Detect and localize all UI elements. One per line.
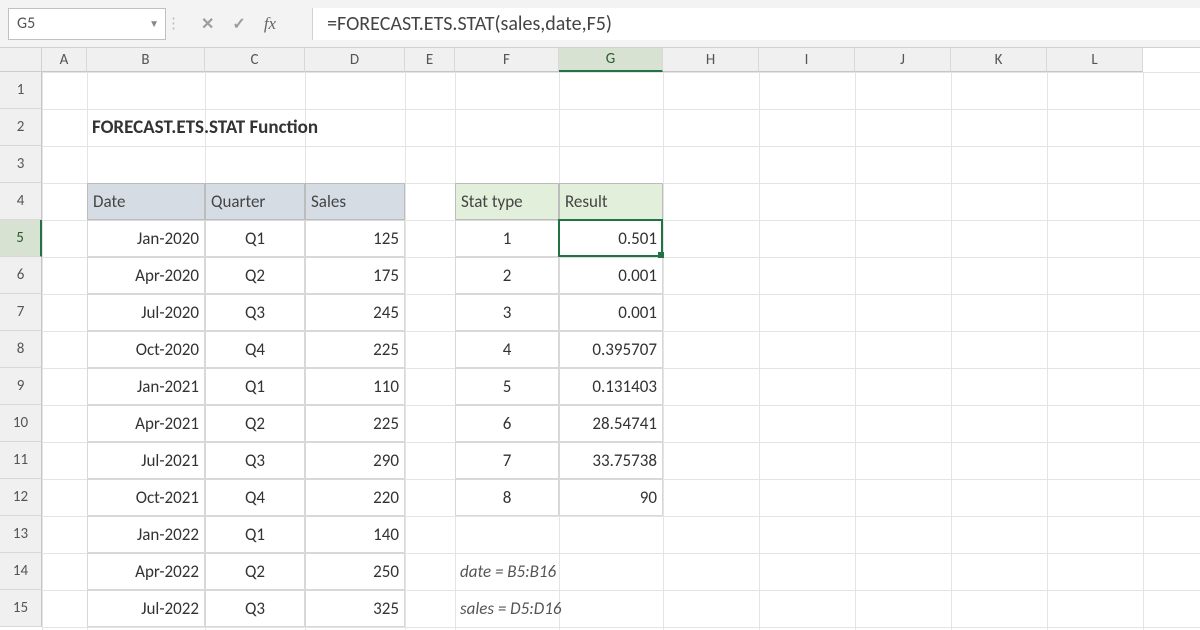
- cell[interactable]: Q2: [205, 257, 305, 294]
- column-header[interactable]: J: [855, 48, 951, 72]
- cell[interactable]: Apr-2021: [87, 405, 205, 442]
- cell[interactable]: Jul-2022: [87, 590, 205, 627]
- cell[interactable]: Sales: [305, 183, 405, 220]
- cell[interactable]: Q2: [205, 405, 305, 442]
- cell[interactable]: Apr-2022: [87, 553, 205, 590]
- row-header[interactable]: 4: [0, 183, 42, 220]
- row-header[interactable]: 7: [0, 294, 42, 331]
- row-header[interactable]: 15: [0, 590, 42, 627]
- cell[interactable]: 5: [455, 368, 559, 405]
- cell[interactable]: 0.131403: [559, 368, 663, 405]
- column-header[interactable]: B: [87, 48, 205, 72]
- cell[interactable]: Q2: [205, 553, 305, 590]
- cell[interactable]: 325: [305, 590, 405, 627]
- row-header[interactable]: 8: [0, 331, 42, 368]
- cell[interactable]: Q3: [205, 590, 305, 627]
- cell[interactable]: 3: [455, 294, 559, 331]
- row-header[interactable]: 6: [0, 257, 42, 294]
- cell[interactable]: 2: [455, 257, 559, 294]
- row-header[interactable]: 12: [0, 479, 42, 516]
- name-box-value: G5: [17, 14, 35, 33]
- cell[interactable]: Q1: [205, 368, 305, 405]
- cell[interactable]: 7: [455, 442, 559, 479]
- row-header[interactable]: 3: [0, 146, 42, 183]
- cell[interactable]: 1: [455, 220, 559, 257]
- cell[interactable]: 225: [305, 405, 405, 442]
- row-header[interactable]: 13: [0, 516, 42, 553]
- cell[interactable]: 0.501: [559, 220, 663, 257]
- cell[interactable]: Jan-2021: [87, 368, 205, 405]
- cell[interactable]: 175: [305, 257, 405, 294]
- formula-input[interactable]: [312, 8, 1200, 40]
- cell[interactable]: 0.001: [559, 257, 663, 294]
- cell[interactable]: 110: [305, 368, 405, 405]
- row-header[interactable]: 11: [0, 442, 42, 479]
- column-header[interactable]: K: [951, 48, 1047, 72]
- column-header[interactable]: G: [559, 48, 663, 72]
- cell[interactable]: Stat type: [455, 183, 559, 220]
- cell[interactable]: Q1: [205, 220, 305, 257]
- name-box-dropdown-icon[interactable]: ▼: [149, 17, 159, 30]
- cell[interactable]: Q3: [205, 294, 305, 331]
- cell[interactable]: 0.001: [559, 294, 663, 331]
- column-header[interactable]: F: [455, 48, 559, 72]
- cell[interactable]: Jul-2021: [87, 442, 205, 479]
- worksheet[interactable]: ABCDEFGHIJKL 123456789101112131415 FOREC…: [0, 48, 1200, 630]
- cell[interactable]: Q1: [205, 516, 305, 553]
- formula-bar-buttons: ✕ ✓ fx: [179, 14, 312, 34]
- column-header[interactable]: C: [205, 48, 305, 72]
- cell[interactable]: 33.75738: [559, 442, 663, 479]
- note-sales[interactable]: sales = D5:D16: [455, 590, 855, 627]
- cell[interactable]: Result: [559, 183, 663, 220]
- cell[interactable]: 8: [455, 479, 559, 516]
- formula-bar: G5 ▼ ⋮ ✕ ✓ fx: [0, 0, 1200, 48]
- cell[interactable]: 290: [305, 442, 405, 479]
- cell[interactable]: 125: [305, 220, 405, 257]
- cell[interactable]: Date: [87, 183, 205, 220]
- page-title[interactable]: FORECAST.ETS.STAT Function: [87, 109, 559, 146]
- cell[interactable]: Jan-2020: [87, 220, 205, 257]
- column-header[interactable]: D: [305, 48, 405, 72]
- cell[interactable]: 90: [559, 479, 663, 516]
- name-box[interactable]: G5 ▼: [8, 8, 166, 40]
- cell[interactable]: 245: [305, 294, 405, 331]
- cell[interactable]: Quarter: [205, 183, 305, 220]
- divider-icon: ⋮: [166, 14, 179, 33]
- cell[interactable]: Oct-2021: [87, 479, 205, 516]
- cell[interactable]: Jan-2022: [87, 516, 205, 553]
- cell[interactable]: Q4: [205, 331, 305, 368]
- cell[interactable]: 4: [455, 331, 559, 368]
- row-header[interactable]: 9: [0, 368, 42, 405]
- select-all-corner[interactable]: [0, 48, 42, 72]
- cells-grid[interactable]: FORECAST.ETS.STAT Function DateQuarterSal…: [42, 72, 1200, 630]
- row-header[interactable]: 2: [0, 109, 42, 146]
- note-date[interactable]: date = B5:B16: [455, 553, 855, 590]
- cell[interactable]: 28.54741: [559, 405, 663, 442]
- row-header[interactable]: 1: [0, 72, 42, 109]
- cell[interactable]: Apr-2020: [87, 257, 205, 294]
- fx-icon[interactable]: fx: [264, 14, 290, 34]
- cell[interactable]: 220: [305, 479, 405, 516]
- cell[interactable]: 250: [305, 553, 405, 590]
- column-header[interactable]: I: [759, 48, 855, 72]
- cancel-icon[interactable]: ✕: [201, 14, 214, 34]
- column-headers: ABCDEFGHIJKL: [0, 48, 1143, 72]
- cell[interactable]: 0.395707: [559, 331, 663, 368]
- cell[interactable]: 6: [455, 405, 559, 442]
- cell[interactable]: 140: [305, 516, 405, 553]
- cell[interactable]: Oct-2020: [87, 331, 205, 368]
- cell[interactable]: Q4: [205, 479, 305, 516]
- column-header[interactable]: L: [1047, 48, 1143, 72]
- column-header[interactable]: H: [663, 48, 759, 72]
- row-header[interactable]: 10: [0, 405, 42, 442]
- row-header[interactable]: 5: [0, 220, 42, 257]
- cell[interactable]: 225: [305, 331, 405, 368]
- column-header[interactable]: E: [405, 48, 455, 72]
- column-header[interactable]: A: [42, 48, 87, 72]
- enter-icon[interactable]: ✓: [232, 14, 245, 34]
- row-headers: 123456789101112131415: [0, 72, 42, 627]
- row-header[interactable]: 14: [0, 553, 42, 590]
- cell[interactable]: Jul-2020: [87, 294, 205, 331]
- cell[interactable]: Q3: [205, 442, 305, 479]
